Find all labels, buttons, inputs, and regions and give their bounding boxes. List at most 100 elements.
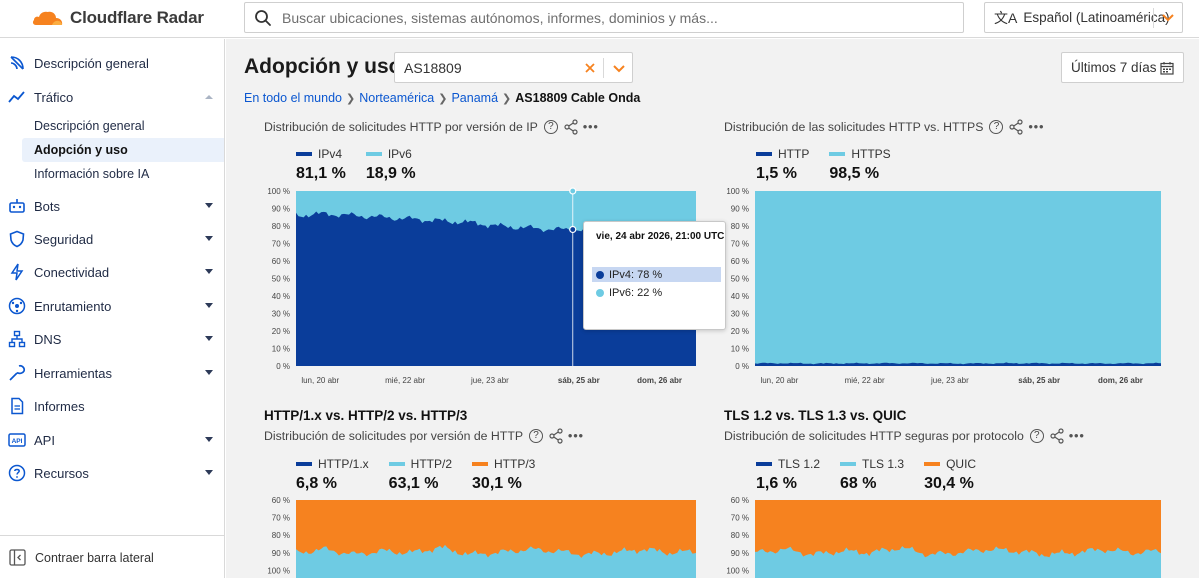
help-icon[interactable]: ? <box>529 429 544 443</box>
more-icon[interactable]: ••• <box>1028 120 1045 134</box>
asn-selector[interactable]: AS18809 <box>394 52 633 83</box>
sidebar-item-connectivity[interactable]: Conectividad <box>0 259 224 285</box>
chevron-down-icon[interactable] <box>205 269 213 274</box>
bot-icon <box>9 199 25 213</box>
asn-value: AS18809 <box>404 60 462 76</box>
clear-icon[interactable] <box>585 63 595 73</box>
http-version-card: HTTP/1.x vs. HTTP/2 vs. HTTP/3 Distribuc… <box>226 408 696 578</box>
x-tick-label: dom, 26 abr <box>1098 376 1143 385</box>
chevron-down-icon[interactable] <box>205 236 213 241</box>
chevron-down-icon[interactable] <box>1162 14 1174 22</box>
x-tick-label: mié, 22 abr <box>845 376 885 385</box>
legend-https[interactable]: HTTPS 98,5 % <box>829 147 891 183</box>
tls-chart[interactable]: 60 % 70 % 80 % 90 % 100 % <box>686 492 1166 578</box>
legend-label: QUIC <box>946 457 977 471</box>
legend-http3[interactable]: HTTP/3 30,1 % <box>472 457 535 493</box>
date-range-select[interactable]: Últimos 7 días <box>1061 52 1184 83</box>
card-title: HTTP/1.x vs. HTTP/2 vs. HTTP/3 <box>264 408 468 423</box>
series-area-https[interactable] <box>755 191 1161 366</box>
more-icon[interactable]: ••• <box>582 120 599 134</box>
share-icon[interactable] <box>548 428 564 444</box>
legend-ipv4[interactable]: IPv4 81,1 % <box>296 147 346 183</box>
sidebar-subitem-ai-insights[interactable]: Información sobre IA <box>34 167 150 181</box>
sidebar-item-label: Recursos <box>34 465 89 481</box>
chevron-down-icon[interactable] <box>205 336 213 341</box>
y-tick-label: 30 % <box>272 310 290 319</box>
sidebar-item-routing[interactable]: Enrutamiento <box>0 293 224 319</box>
help-icon[interactable]: ? <box>989 120 1004 134</box>
legend-quic[interactable]: QUIC 30,4 % <box>924 457 976 493</box>
legend-tls12[interactable]: TLS 1.2 1,6 % <box>756 457 820 493</box>
divider <box>603 58 604 78</box>
sidebar-subitem-adoption[interactable]: Adopción y uso <box>22 138 224 162</box>
breadcrumb: En todo el mundo ❯ Norteamérica ❯ Panamá… <box>244 91 640 105</box>
sidebar-item-bots[interactable]: Bots <box>0 193 224 219</box>
chevron-up-icon[interactable] <box>205 94 213 100</box>
legend-value: 68 % <box>840 475 877 492</box>
legend-tls13[interactable]: TLS 1.3 68 % <box>840 457 904 493</box>
legend-value: 18,9 % <box>365 165 416 182</box>
chevron-down-icon[interactable] <box>205 370 213 375</box>
series-area-tls13[interactable] <box>755 546 1161 578</box>
breadcrumb-country[interactable]: Panamá <box>451 91 499 105</box>
search-box[interactable] <box>244 2 964 33</box>
y-tick-label: 100 % <box>726 566 749 575</box>
y-tick-label: 90 % <box>272 205 290 214</box>
sidebar-item-reports[interactable]: Informes <box>0 393 224 419</box>
breadcrumb-region[interactable]: Norteamérica <box>359 91 435 105</box>
collapse-sidebar-label: Contraer barra lateral <box>35 551 154 565</box>
share-icon[interactable] <box>563 119 579 135</box>
chevron-down-icon[interactable] <box>205 470 213 475</box>
legend-http2[interactable]: HTTP/2 63,1 % <box>388 457 452 493</box>
sidebar-subitem-traffic-overview[interactable]: Descripción general <box>34 119 145 133</box>
chevron-down-icon[interactable] <box>205 437 213 442</box>
legend-http[interactable]: HTTP 1,5 % <box>756 147 809 183</box>
shield-icon <box>9 230 25 248</box>
legend-http1[interactable]: HTTP/1.x 6,8 % <box>296 457 369 493</box>
search-input[interactable] <box>282 9 942 26</box>
help-icon[interactable]: ? <box>1029 429 1044 443</box>
top-bar: Cloudflare Radar 文A Español (Latinoaméri… <box>0 0 1199 38</box>
card-subtitle: Distribución de solicitudes por versión … <box>264 428 584 444</box>
http-version-chart[interactable]: 60 % 70 % 80 % 90 % 100 % <box>226 492 696 578</box>
more-icon[interactable]: ••• <box>1068 429 1085 443</box>
x-tick-label: mié, 22 abr <box>385 376 425 385</box>
help-icon[interactable]: ? <box>543 120 558 134</box>
hover-point-ipv6 <box>569 187 577 195</box>
more-icon[interactable]: ••• <box>568 429 584 443</box>
y-tick-label: 40 % <box>272 292 290 301</box>
share-icon[interactable] <box>1049 428 1065 444</box>
sidebar-item-resources[interactable]: Recursos <box>0 460 224 486</box>
chevron-down-icon[interactable] <box>613 65 625 73</box>
legend-ipv6[interactable]: IPv6 18,9 % <box>365 147 416 183</box>
collapse-sidebar-button[interactable]: Contraer barra lateral <box>0 535 224 578</box>
sidebar-item-tools[interactable]: Herramientas <box>0 360 224 386</box>
share-icon[interactable] <box>1008 119 1024 135</box>
language-select[interactable]: 文A Español (Latinoamérica) <box>984 2 1183 33</box>
sidebar-item-traffic[interactable]: Tráfico <box>0 84 224 110</box>
page-title: Adopción y uso <box>244 55 402 78</box>
cloudflare-radar-logo[interactable]: Cloudflare Radar <box>32 6 204 30</box>
y-tick-label: 90 % <box>272 549 290 558</box>
chevron-down-icon[interactable] <box>205 303 213 308</box>
legend-swatch <box>756 462 772 466</box>
chevron-down-icon[interactable] <box>205 203 213 208</box>
x-tick-label: dom, 26 abr <box>637 376 682 385</box>
breadcrumb-world[interactable]: En todo el mundo <box>244 91 342 105</box>
y-tick-label: 70 % <box>731 240 749 249</box>
series-area-http2[interactable] <box>296 544 696 578</box>
tls-card: TLS 1.2 vs. TLS 1.3 vs. QUIC Distribució… <box>686 408 1161 578</box>
legend-swatch <box>365 152 382 156</box>
card-subtitle: Distribución de las solicitudes HTTP vs.… <box>724 119 1044 135</box>
brand-name: Cloudflare Radar <box>70 8 204 27</box>
http-https-chart[interactable]: 0 % 10 % 20 % 30 % 40 % 50 % 60 % 70 % 80 % 90 % 1… <box>686 181 1166 391</box>
cloudflare-cloud-icon <box>32 11 63 25</box>
series-area-http[interactable] <box>755 362 1161 366</box>
sidebar-item-overview[interactable]: Descripción general <box>0 50 224 76</box>
sidebar-item-dns[interactable]: DNS <box>0 326 224 352</box>
sidebar-item-api[interactable]: API API <box>0 427 224 453</box>
x-tick-label: lun, 20 abr <box>760 376 798 385</box>
chart-legend: HTTP/1.x 6,8 % HTTP/2 63,1 % HTTP/3 30,1… <box>296 457 555 493</box>
sidebar-item-security[interactable]: Seguridad <box>0 226 224 252</box>
dns-icon <box>8 330 26 348</box>
